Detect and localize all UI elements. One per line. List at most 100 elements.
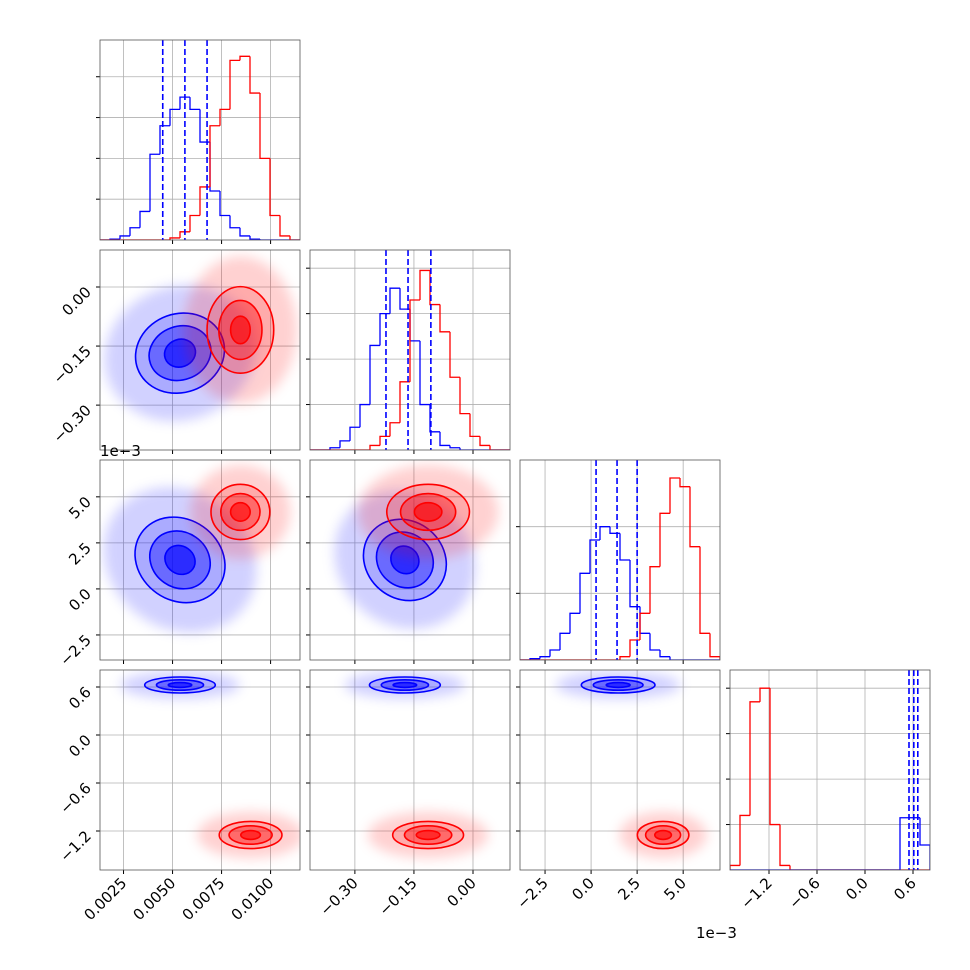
histogram-step [559,632,570,650]
histogram-step [429,270,440,306]
histogram-step [639,612,650,640]
histogram-step [629,560,640,608]
density-contour [229,315,251,345]
histogram-step [199,109,210,143]
y-tick-label: 0.6 [65,683,95,713]
histogram-step [169,237,180,240]
histogram-step [549,649,560,657]
histogram-step [349,426,360,441]
panel-frame [519,459,721,661]
x-offset-label: 1e−3 [696,924,737,942]
panel [516,459,721,664]
histogram-step [919,817,930,870]
histogram-step [359,403,370,428]
histogram-step [399,288,410,310]
x-tick-label: 0.0100 [228,874,278,924]
panel-content [520,670,720,870]
histogram-step [379,435,390,446]
histogram-step [369,444,380,450]
histogram-step [419,340,430,406]
histogram-step [659,512,670,567]
panel-frame [729,669,931,871]
y-tick-label: 2.5 [65,539,95,569]
x-tick-label: −1.2 [737,874,775,912]
histogram-step [459,377,470,415]
x-tick-label: 0.6 [890,874,920,904]
density-contour [605,681,631,689]
histogram-step [269,158,280,217]
histogram-step [169,108,180,126]
panel: −1.2 −0.6 0.0 0.6 [726,669,931,913]
x-tick-label: 0.00 [443,874,479,910]
histogram-step [339,440,350,448]
panel-frame [99,39,301,241]
panel-content [100,250,300,450]
y-tick-label: −0.15 [50,342,95,387]
x-tick-label: −0.15 [376,874,421,919]
histogram-step [229,59,240,110]
histogram-step [119,235,130,240]
histogram-step [649,633,660,651]
histogram-step [599,526,610,540]
histogram-step [159,125,170,155]
histogram-step [669,656,680,660]
histogram-step [209,142,220,192]
panel [306,249,511,454]
x-tick-label: 5.0 [660,874,690,904]
y-tick-label: 0.0 [65,731,95,761]
histogram-step [179,231,190,238]
histogram-step [689,486,700,548]
panel-frame [99,669,301,871]
histogram-step [189,214,200,232]
panel: −0.30 −0.15 0.00 [306,669,511,919]
histogram-step [289,235,300,240]
histogram-step [279,215,290,237]
histogram-step [749,701,760,816]
histogram-step [609,526,620,534]
histogram-step [659,650,670,658]
histogram-step [429,404,440,433]
histogram-step [539,656,550,659]
histogram-step [779,824,790,867]
histogram-step [669,477,680,514]
density-contour [164,544,196,576]
histogram-step [219,108,230,126]
histogram-step [459,447,470,450]
histogram-step [649,566,660,614]
panel-content [100,460,300,660]
histogram-step [699,546,710,634]
density-contour [654,829,673,841]
density-contour [413,501,443,522]
histogram-step [369,344,380,405]
panel-frame [519,669,721,871]
histogram-step [449,445,460,449]
histogram-step [189,97,200,111]
density-contour [167,681,193,689]
panel: −2.5 0.0 2.5 5.0 [513,669,721,913]
histogram-step [469,413,480,438]
panel-content [100,670,300,870]
histogram-step [589,539,600,574]
panel [306,459,511,664]
panel-frame [309,669,511,871]
histogram-step [789,865,800,870]
y-tick-label: −2.5 [56,631,94,669]
x-tick-label: −0.6 [785,874,823,912]
histogram-step [739,814,750,866]
histogram-step [139,210,150,228]
histogram-step [229,215,240,229]
panel-content [310,460,510,660]
panel-frame [309,249,511,451]
histogram-step [439,304,450,333]
density-contour [392,681,418,689]
panel-frame [99,249,301,451]
panel-content [730,670,930,870]
y-tick-label: −1.2 [56,827,94,865]
panel-content [310,670,510,870]
histogram-step [419,269,430,300]
histogram-step [759,687,770,702]
x-tick-label: −0.30 [316,874,361,919]
histogram-step [329,447,340,450]
histogram-step [239,55,250,61]
